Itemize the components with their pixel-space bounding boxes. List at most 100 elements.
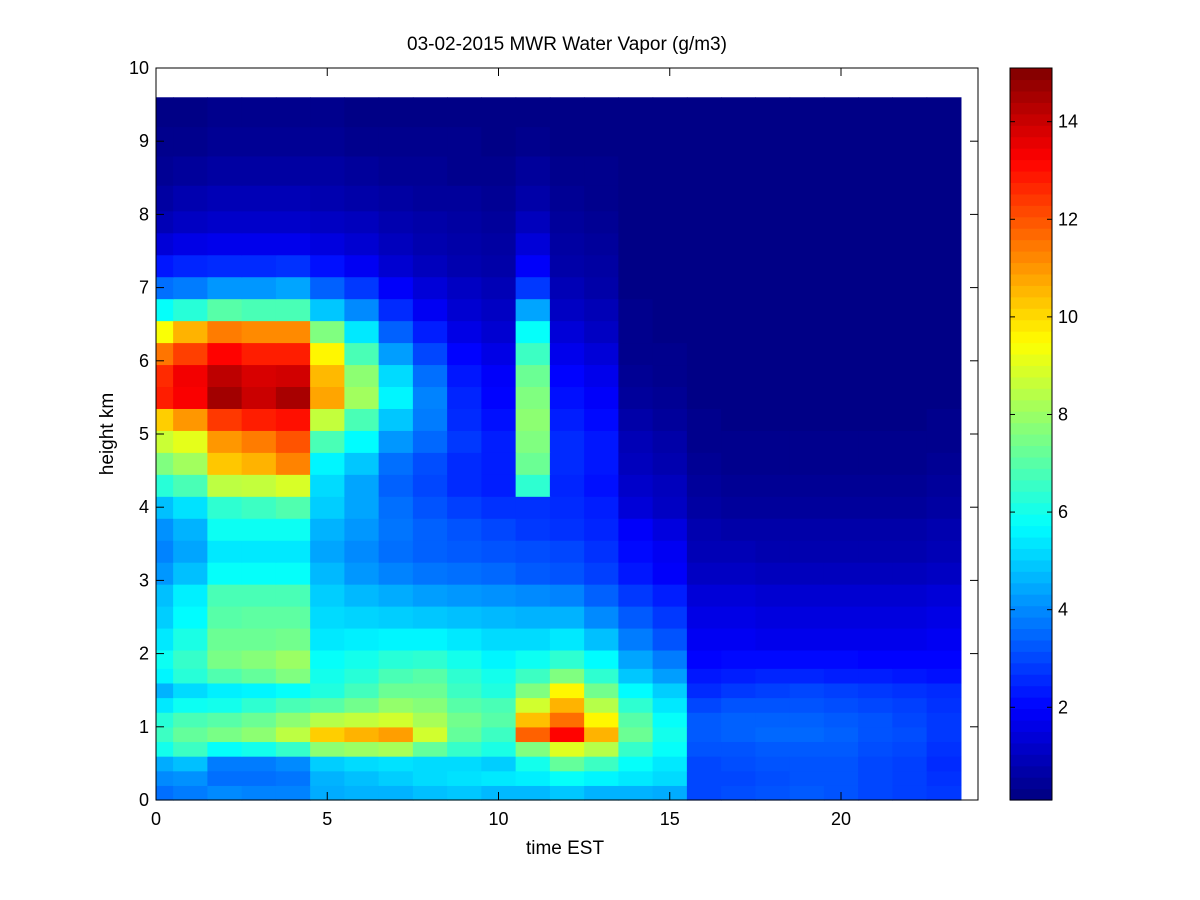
heatmap-cell (412, 185, 448, 212)
heatmap-cell (241, 518, 277, 541)
heatmap-cell (447, 408, 482, 431)
heatmap-cell (173, 540, 208, 563)
heatmap-cell (344, 668, 380, 684)
heatmap-cell (584, 386, 619, 409)
heatmap-cell (755, 627, 791, 651)
heatmap-cell (892, 785, 928, 801)
heatmap-cell (156, 584, 174, 607)
heatmap-cell (618, 741, 654, 757)
colorbar-strip (1010, 788, 1052, 801)
heatmap-cell (412, 155, 448, 186)
heatmap-cell (823, 276, 859, 300)
heatmap-cell (156, 408, 174, 431)
heatmap-cell (652, 254, 688, 278)
heatmap-cell (310, 726, 345, 743)
heatmap-cell (618, 126, 654, 157)
heatmap-cell (858, 668, 893, 684)
heatmap-cell (378, 668, 414, 684)
heatmap-cell (173, 649, 208, 669)
heatmap-cell (926, 627, 962, 651)
heatmap-cell (652, 741, 688, 757)
heatmap-cell (858, 496, 893, 519)
heatmap-cell (892, 232, 928, 256)
heatmap-cell (686, 430, 722, 453)
heatmap-cell (549, 606, 585, 629)
heatmap-cell (755, 386, 791, 409)
heatmap-cell (156, 298, 174, 322)
heatmap-cell (310, 606, 345, 629)
heatmap-cell (584, 785, 619, 801)
heatmap-cell (823, 562, 859, 585)
heatmap-cell (892, 386, 928, 409)
heatmap-cell (858, 126, 893, 157)
heatmap-cell (344, 770, 380, 786)
heatmap-cell (858, 562, 893, 585)
heatmap-cell (892, 298, 928, 322)
heatmap-cell (721, 342, 756, 366)
heatmap-cell (310, 254, 345, 278)
heatmap-cell (549, 496, 585, 519)
heatmap-cell (378, 232, 414, 256)
heatmap-cell (241, 452, 277, 475)
heatmap-cell (858, 452, 893, 475)
heatmap-cell (618, 232, 654, 256)
colorbar-tick-label: 4 (1058, 600, 1068, 620)
heatmap-cell (515, 276, 551, 300)
heatmap-cell (447, 682, 482, 699)
heatmap-cell (241, 756, 277, 772)
heatmap-cell (378, 430, 414, 453)
heatmap-cell (892, 496, 928, 519)
heatmap-cell (207, 430, 243, 453)
heatmap-cell (721, 386, 756, 409)
heatmap-cell (721, 408, 756, 431)
heatmap-cell (549, 408, 585, 431)
heatmap-cell (275, 386, 311, 409)
heatmap-cell (481, 474, 517, 497)
heatmap-cell (721, 518, 756, 541)
heatmap-cell (447, 320, 482, 344)
heatmap-cell (156, 668, 174, 684)
heatmap-cell (515, 540, 551, 563)
colorbar-strip (1010, 777, 1052, 790)
heatmap-cell (275, 540, 311, 563)
heatmap-cell (481, 726, 517, 743)
heatmap-cell (481, 562, 517, 585)
heatmap-cell (755, 496, 791, 519)
heatmap-cell (481, 408, 517, 431)
heatmap-cell (618, 697, 654, 713)
colorbar-strip (1010, 548, 1052, 561)
heatmap-cell (618, 726, 654, 743)
heatmap-cell (618, 627, 654, 651)
heatmap-cell (584, 627, 619, 651)
heatmap-cell (823, 770, 859, 786)
heatmap-cell (549, 712, 585, 728)
heatmap-cell (584, 741, 619, 757)
heatmap-cell (584, 342, 619, 366)
heatmap-cell (686, 276, 722, 300)
heatmap-cell (412, 474, 448, 497)
heatmap-cell (789, 668, 825, 684)
heatmap-cell (275, 606, 311, 629)
heatmap-cell (378, 185, 414, 212)
heatmap-cell (549, 320, 585, 344)
heatmap-cell (892, 474, 928, 497)
heatmap-cell (310, 298, 345, 322)
heatmap-cell (412, 430, 448, 453)
colorbar-strip (1010, 319, 1052, 332)
colorbar-strip (1010, 296, 1052, 309)
heatmap-cell (652, 430, 688, 453)
colorbar-strip (1010, 479, 1052, 492)
heatmap-cell (447, 452, 482, 475)
heatmap-cell (481, 584, 517, 607)
heatmap-cell (412, 452, 448, 475)
heatmap-cell (618, 606, 654, 629)
heatmap-cell (721, 452, 756, 475)
heatmap-cell (344, 785, 380, 801)
heatmap-cell (926, 276, 962, 300)
heatmap-cell (652, 97, 688, 128)
heatmap-cell (858, 606, 893, 629)
heatmap-cell (515, 496, 551, 519)
heatmap-cell (789, 254, 825, 278)
heatmap-cell (412, 540, 448, 563)
heatmap-cell (823, 364, 859, 388)
